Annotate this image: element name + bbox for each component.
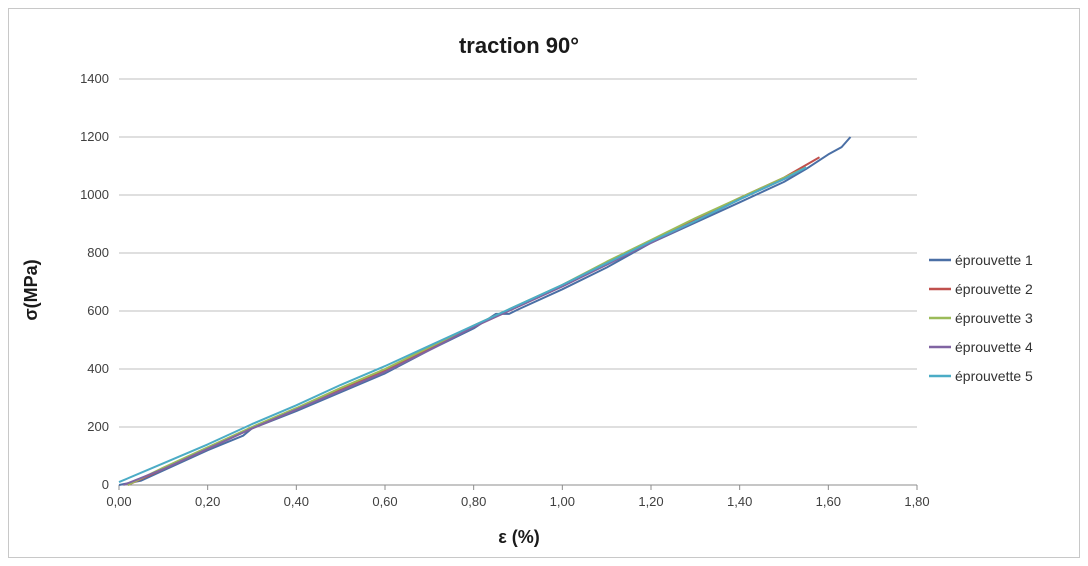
x-tick-label: 1,40: [727, 494, 752, 509]
x-tick-label: 1,20: [638, 494, 663, 509]
y-tick-label: 200: [87, 419, 109, 434]
series-layer: [118, 136, 852, 486]
x-tick-label: 0,60: [372, 494, 397, 509]
x-tick-label: 1,00: [550, 494, 575, 509]
series-line-3: [127, 166, 807, 486]
axis-layer: 0 200 400 600 800 1000 1200 1400 0,00 0,20 0,40 0,6…: [80, 71, 930, 509]
legend-label-4: éprouvette 4: [955, 339, 1033, 355]
y-tick-label: 0: [102, 477, 109, 492]
x-tick-label: 0,20: [195, 494, 220, 509]
y-tick-label: 1000: [80, 187, 109, 202]
y-tick-label: 600: [87, 303, 109, 318]
legend-label-5: éprouvette 5: [955, 368, 1033, 384]
y-tick-label: 800: [87, 245, 109, 260]
x-tick-label: 1,60: [816, 494, 841, 509]
x-tick-label: 0,00: [106, 494, 131, 509]
y-tick-label: 1200: [80, 129, 109, 144]
chart-frame: 0 200 400 600 800 1000 1200 1400 0,00 0,20 0,40 0,6…: [8, 8, 1080, 558]
legend-label-3: éprouvette 3: [955, 310, 1033, 326]
chart-svg: 0 200 400 600 800 1000 1200 1400 0,00 0,20 0,40 0,6…: [21, 33, 1033, 547]
x-axis-title: ε (%): [498, 527, 540, 547]
x-tick-label: 1,80: [904, 494, 929, 509]
x-tick-label: 0,40: [284, 494, 309, 509]
y-tick-label: 1400: [80, 71, 109, 86]
chart-title: traction 90°: [459, 33, 579, 58]
legend-label-2: éprouvette 2: [955, 281, 1033, 297]
x-tick-label: 0,80: [461, 494, 486, 509]
series-line-5: [118, 166, 807, 484]
grid-layer: [119, 78, 917, 428]
y-axis-title: σ(MPa): [21, 259, 41, 320]
legend-layer: éprouvette 1 éprouvette 2 éprouvette 3 épro…: [929, 252, 1033, 384]
legend-label-1: éprouvette 1: [955, 252, 1033, 268]
y-tick-label: 400: [87, 361, 109, 376]
